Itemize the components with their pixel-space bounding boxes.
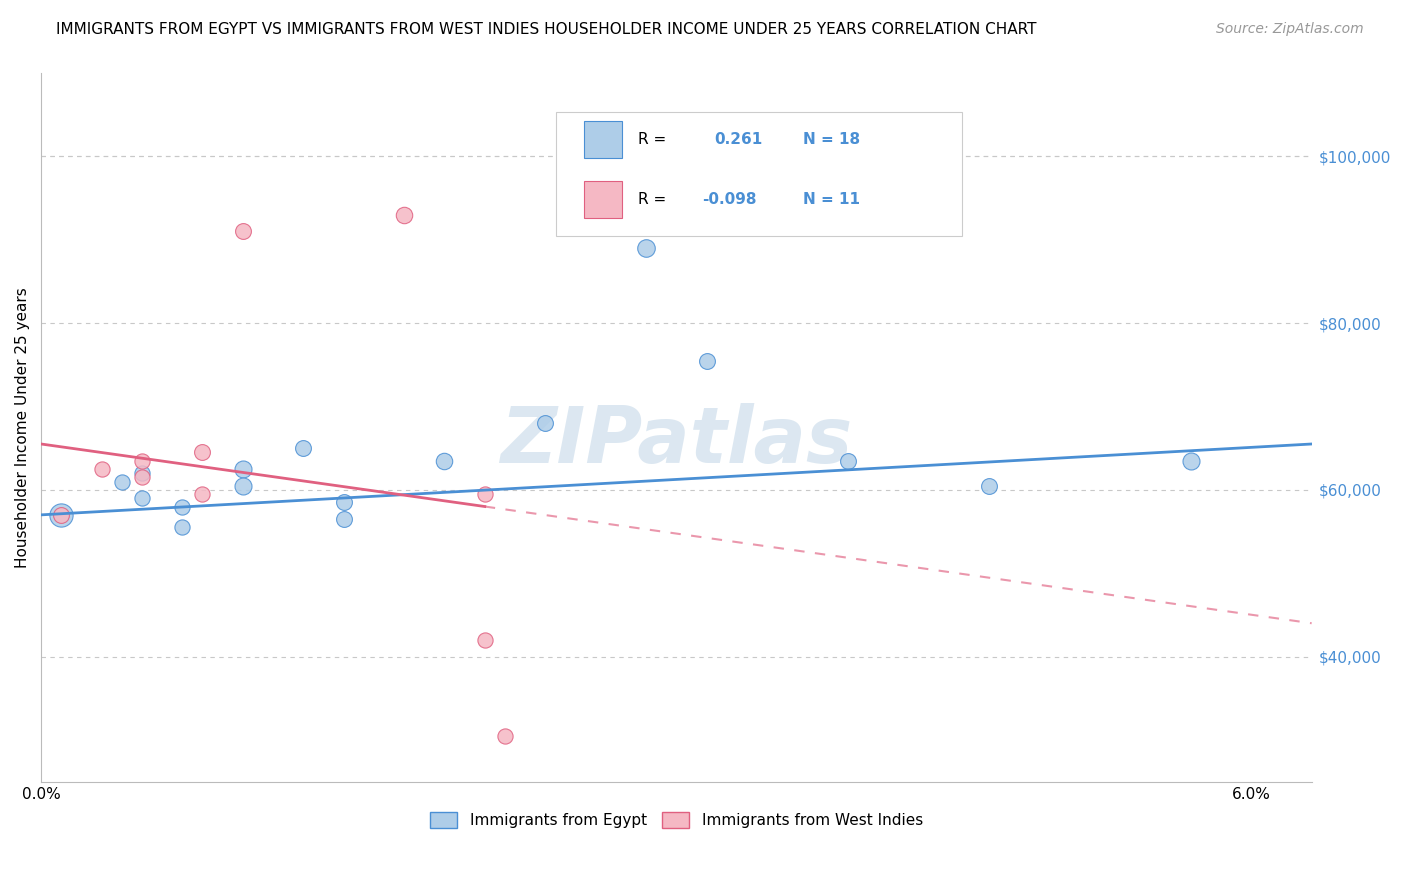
Text: N = 11: N = 11 — [803, 193, 860, 207]
Point — [191, 487, 214, 501]
Text: R =: R = — [638, 132, 666, 147]
Point — [837, 453, 859, 467]
Point — [172, 500, 194, 514]
Point — [332, 495, 354, 509]
Point — [191, 445, 214, 459]
Point — [232, 224, 254, 238]
Point — [131, 453, 153, 467]
Text: IMMIGRANTS FROM EGYPT VS IMMIGRANTS FROM WEST INDIES HOUSEHOLDER INCOME UNDER 25: IMMIGRANTS FROM EGYPT VS IMMIGRANTS FROM… — [56, 22, 1036, 37]
Legend: Immigrants from Egypt, Immigrants from West Indies: Immigrants from Egypt, Immigrants from W… — [423, 806, 929, 834]
Point — [474, 487, 496, 501]
Point — [1180, 453, 1202, 467]
Point — [232, 478, 254, 492]
Point — [696, 353, 718, 368]
Point — [111, 475, 134, 489]
Point — [534, 416, 557, 430]
Point — [131, 466, 153, 480]
Text: ZIPatlas: ZIPatlas — [501, 403, 852, 480]
Point — [292, 441, 315, 455]
Point — [131, 491, 153, 506]
Y-axis label: Householder Income Under 25 years: Householder Income Under 25 years — [15, 287, 30, 567]
Point — [494, 729, 516, 743]
Text: N = 18: N = 18 — [803, 132, 860, 147]
Point — [131, 470, 153, 484]
Bar — [583, 181, 621, 219]
Bar — [583, 121, 621, 158]
Point — [474, 632, 496, 647]
Point — [977, 478, 1000, 492]
Point — [90, 462, 112, 476]
Text: 0.261: 0.261 — [714, 132, 763, 147]
Point — [51, 508, 73, 522]
Text: Source: ZipAtlas.com: Source: ZipAtlas.com — [1216, 22, 1364, 37]
Point — [332, 512, 354, 526]
Point — [636, 241, 658, 255]
Point — [232, 462, 254, 476]
Point — [392, 208, 415, 222]
Text: R =: R = — [638, 193, 666, 207]
Point — [172, 520, 194, 534]
Text: -0.098: -0.098 — [702, 193, 756, 207]
Point — [433, 453, 456, 467]
Point — [51, 508, 73, 522]
FancyBboxPatch shape — [555, 112, 962, 236]
